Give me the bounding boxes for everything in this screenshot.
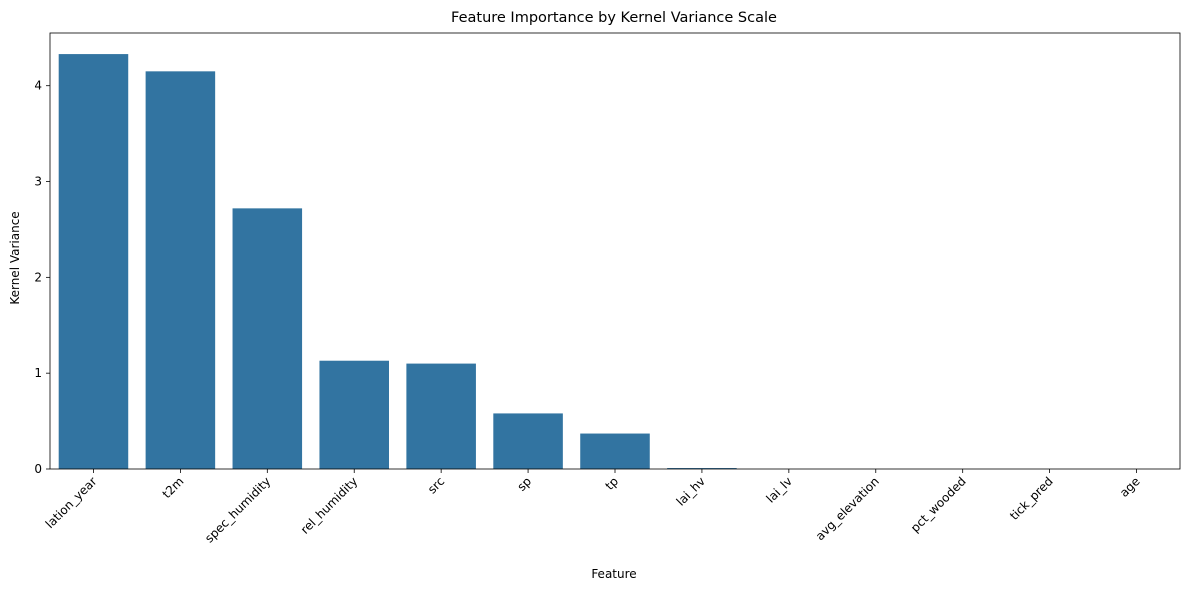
x-tick-label: avg_elevation <box>813 474 882 543</box>
x-tick-label: tick_pred <box>1007 474 1056 523</box>
bar-tp <box>580 433 650 469</box>
y-tick-label: 4 <box>34 79 42 93</box>
bar-src <box>406 363 476 469</box>
y-tick-label: 2 <box>34 270 42 284</box>
x-tick-label: lai_lv <box>764 474 795 505</box>
bars-group <box>58 54 737 469</box>
bar-rel_humidity <box>319 360 389 469</box>
x-tick-label: rel_humidity <box>298 474 361 537</box>
x-axis-label: Feature <box>591 567 636 581</box>
x-tick-label: tp <box>603 474 622 493</box>
bar-lai_hv <box>667 468 737 469</box>
x-tick-label: t2m <box>160 474 187 501</box>
x-tick-label: src <box>425 474 447 496</box>
x-tick-label: lation_year <box>43 474 100 531</box>
plot-frame <box>49 32 1181 470</box>
x-tick-label: pct_wooded <box>908 474 969 535</box>
bar-sp <box>493 413 563 469</box>
y-tick-label: 1 <box>34 366 42 380</box>
y-axis: 0 1 2 3 4 <box>34 79 50 476</box>
y-axis-label: Kernel Variance <box>8 211 22 304</box>
x-tick-label: spec_humidity <box>202 474 273 545</box>
y-tick-label: 0 <box>34 462 42 476</box>
chart-title: Feature Importance by Kernel Variance Sc… <box>451 10 777 26</box>
x-tick-label: lai_hv <box>674 474 708 508</box>
y-tick-label: 3 <box>34 175 42 189</box>
bar-t2m <box>145 71 216 469</box>
x-axis: lation_year t2m spec_humidity rel_humidity s… <box>43 469 1143 546</box>
bar-lation_year <box>58 54 129 469</box>
bar-spec_humidity <box>232 208 303 469</box>
x-tick-label: age <box>1117 474 1143 500</box>
x-tick-label: sp <box>514 474 534 494</box>
